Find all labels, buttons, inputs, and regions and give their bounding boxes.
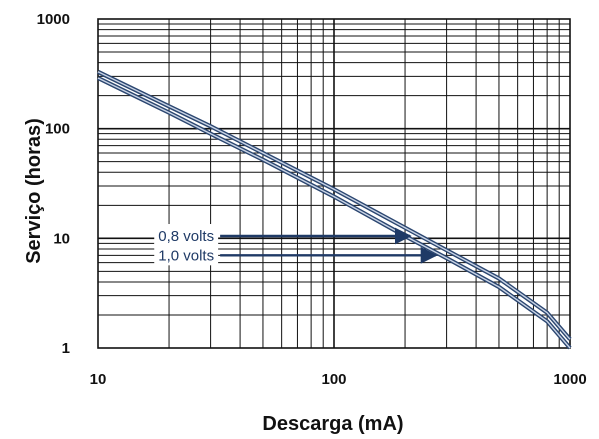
x-tick-label: 100: [321, 371, 346, 388]
y-tick-label: 100: [45, 121, 70, 138]
y-tick-label: 10: [53, 230, 70, 247]
tick-labels: 10 100 1000 1 10 100 1000: [37, 11, 587, 388]
annotations: 0,8 volts 1,0 volts: [154, 224, 438, 266]
x-tick-label: 10: [90, 371, 107, 388]
y-axis-title: Serviço (horas): [23, 118, 45, 264]
annotation-label-bg: [154, 224, 219, 247]
annotation-label-1: 0,8 volts: [158, 228, 214, 245]
annotation-label-bg: [154, 243, 219, 266]
series-line-1: [97, 71, 571, 340]
x-tick-label: 1000: [553, 371, 586, 388]
x-axis-title: Descarga (mA): [262, 413, 403, 435]
series-line-2: [97, 77, 571, 349]
y-tick-label: 1: [62, 340, 70, 357]
y-tick-label: 1000: [37, 11, 70, 28]
series-lines: [97, 69, 572, 350]
annotation-label-2: 1,0 volts: [158, 247, 214, 264]
grid: [97, 18, 571, 349]
